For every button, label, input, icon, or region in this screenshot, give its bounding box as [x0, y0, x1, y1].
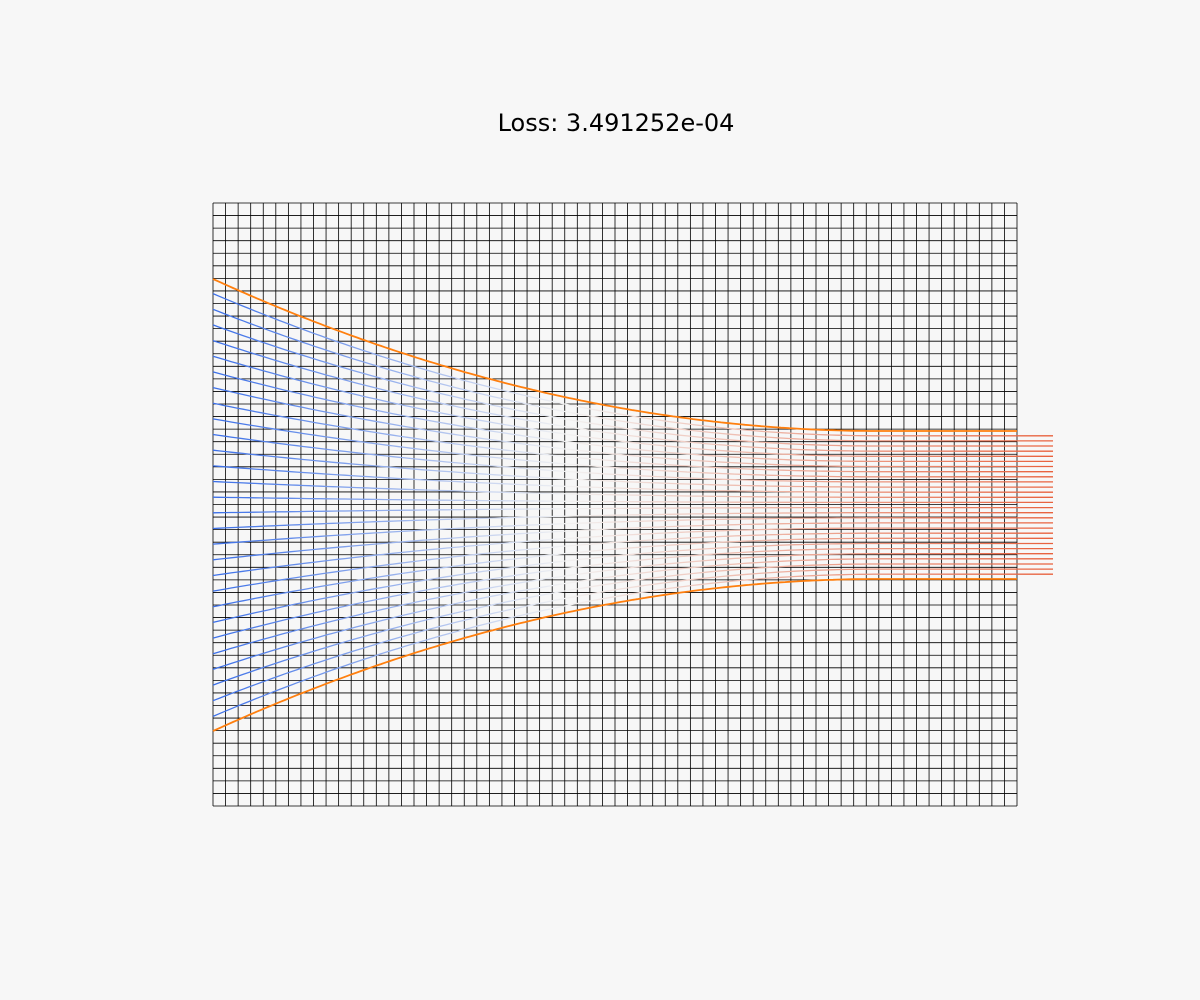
flow-line [212, 418, 1053, 478]
flow-line [212, 480, 1053, 498]
flow-line [212, 563, 1053, 686]
flow-line [212, 568, 1053, 702]
flow-line [212, 547, 1053, 639]
flow-line [212, 506, 1053, 514]
flow-line [212, 308, 1053, 442]
flow-line [212, 386, 1053, 468]
flow-line [212, 573, 1053, 717]
flow-line [212, 537, 1053, 608]
flow-line [212, 532, 1053, 592]
flow-line [212, 465, 1053, 493]
flow-line [212, 371, 1053, 463]
flow-line [212, 449, 1053, 488]
flow-line [212, 402, 1053, 473]
flow-line [212, 527, 1053, 577]
flow-line [212, 542, 1053, 624]
flow-line [212, 293, 1053, 437]
plot-title: Loss: 3.491252e-04 [497, 109, 735, 137]
flow-line [212, 512, 1053, 530]
boundary-curve-upper [212, 278, 1017, 432]
flow-line [212, 496, 1053, 504]
flow-line [212, 553, 1053, 655]
boundary-curve-lower [212, 578, 1017, 732]
flow-line [212, 517, 1053, 545]
boundary-curves [212, 278, 1017, 732]
flow-line [212, 355, 1053, 457]
flow-line [212, 324, 1053, 447]
flow-line [212, 433, 1053, 483]
mesh-grid [212, 202, 1018, 807]
flow-line [212, 558, 1053, 671]
flow-lines [212, 293, 1053, 717]
flow-line [212, 522, 1053, 561]
flow-line [212, 339, 1053, 452]
